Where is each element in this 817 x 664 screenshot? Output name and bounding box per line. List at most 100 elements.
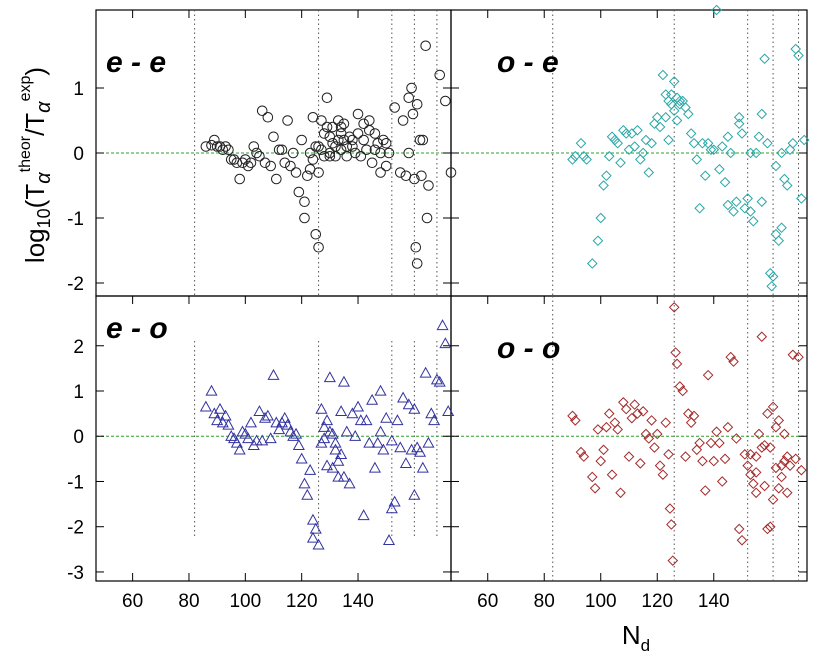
- data-point-circle: [327, 137, 338, 149]
- xtick-label: 120: [641, 591, 673, 612]
- data-point-circle: [421, 212, 433, 224]
- data-point-triangle: [349, 430, 362, 441]
- data-point-circle: [411, 98, 423, 110]
- data-point-triangle: [258, 411, 272, 423]
- data-point-diamond: [567, 410, 578, 422]
- ylabel-alpha-1: α: [33, 172, 55, 184]
- data-point-diamond: [688, 410, 700, 422]
- data-point-diamond: [683, 408, 694, 419]
- data-point-circle: [279, 157, 291, 169]
- xtick-label: 120: [286, 591, 318, 612]
- data-point-triangle: [312, 538, 325, 550]
- data-point-triangle: [408, 402, 421, 414]
- data-point-circle: [369, 128, 381, 139]
- data-point-diamond: [770, 462, 782, 474]
- data-point-triangle: [357, 509, 370, 521]
- xtick-label: 60: [122, 591, 143, 612]
- data-point-diamond: [787, 137, 799, 149]
- data-point-triangle: [318, 432, 331, 444]
- data-point-triangle: [425, 407, 438, 419]
- data-point-circle: [313, 167, 324, 178]
- ylabel-base: log: [20, 228, 50, 263]
- data-point-diamond: [736, 128, 748, 139]
- data-point-circle: [341, 141, 353, 152]
- data-point-diamond: [598, 180, 609, 191]
- data-point-diamond: [745, 469, 756, 480]
- xtick-label: 140: [342, 591, 374, 612]
- data-point-circle: [394, 167, 406, 178]
- data-point-circle: [321, 121, 333, 133]
- data-point-circle: [225, 154, 237, 165]
- data-point-diamond: [736, 534, 748, 546]
- data-point-circle: [299, 212, 310, 224]
- data-point-diamond: [674, 381, 686, 392]
- data-point-circle: [355, 150, 367, 162]
- data-point-diamond: [674, 95, 686, 107]
- data-point-diamond: [762, 408, 773, 419]
- data-point-diamond: [601, 170, 612, 182]
- data-point-triangle: [363, 436, 376, 448]
- data-point-circle: [313, 241, 324, 253]
- data-point-triangle: [306, 513, 319, 525]
- panel-bottom-right: 60 80 100 120 140 o - o: [451, 296, 807, 612]
- panel-title-top-left: e - e: [106, 46, 166, 79]
- data-point-triangle: [405, 443, 418, 455]
- data-point-diamond: [779, 173, 790, 185]
- data-point-circle: [254, 150, 265, 162]
- data-point-triangle: [385, 434, 398, 446]
- data-point-circle: [237, 157, 248, 169]
- data-point-diamond: [766, 280, 777, 292]
- data-point-circle: [271, 173, 282, 185]
- data-point-diamond: [567, 154, 578, 165]
- data-point-triangle: [428, 414, 441, 426]
- data-point-diamond: [640, 428, 652, 440]
- xtick-label: 140: [698, 591, 730, 612]
- data-point-diamond: [601, 421, 612, 433]
- data-point-circle: [242, 160, 254, 172]
- data-point-triangle: [267, 368, 280, 380]
- data-point-circle: [287, 147, 299, 159]
- ylabel-exp: exp: [17, 76, 34, 102]
- data-point-diamond: [620, 128, 632, 139]
- ylabel-alpha-2: α: [33, 101, 55, 113]
- data-point-triangle: [236, 425, 249, 437]
- data-point-circle: [268, 131, 279, 143]
- data-point-triangle: [385, 502, 398, 514]
- data-point-circle: [411, 258, 423, 269]
- data-point-triangle: [261, 409, 274, 421]
- data-point-diamond: [733, 523, 745, 535]
- data-point-diamond: [603, 150, 615, 162]
- data-point-diamond: [776, 147, 787, 159]
- data-point-diamond: [767, 401, 779, 413]
- ytick-label: -2: [67, 518, 84, 539]
- ytick-label: -2: [67, 274, 84, 295]
- data-point-diamond: [756, 108, 768, 120]
- data-point-diamond: [722, 131, 734, 143]
- data-point-diamond: [753, 428, 765, 440]
- data-point-circle: [313, 141, 324, 152]
- data-point-diamond: [784, 460, 796, 471]
- data-point-diamond: [767, 494, 779, 505]
- x-axis-title: Nd: [622, 620, 650, 655]
- data-point-diamond: [670, 347, 681, 358]
- data-point-diamond: [620, 403, 632, 415]
- data-point-triangle: [413, 445, 427, 457]
- data-point-diamond: [750, 487, 762, 499]
- data-point-diamond: [708, 144, 720, 156]
- data-point-diamond: [764, 442, 776, 453]
- data-point-triangle: [264, 432, 277, 444]
- data-point-triangle: [382, 534, 396, 545]
- data-point-diamond: [779, 428, 790, 440]
- data-point-diamond: [787, 349, 799, 361]
- data-point-circle: [316, 115, 327, 126]
- data-point-circle: [416, 170, 427, 182]
- data-point-triangle: [222, 418, 235, 430]
- data-point-circle: [324, 150, 336, 162]
- data-point-circle: [290, 167, 302, 178]
- ytick-label: -3: [67, 563, 84, 584]
- xtick-label: 100: [229, 591, 261, 612]
- data-point-diamond: [632, 124, 643, 136]
- data-point-triangle: [309, 522, 322, 534]
- data-point-circle: [440, 95, 451, 107]
- data-point-diamond: [649, 442, 660, 453]
